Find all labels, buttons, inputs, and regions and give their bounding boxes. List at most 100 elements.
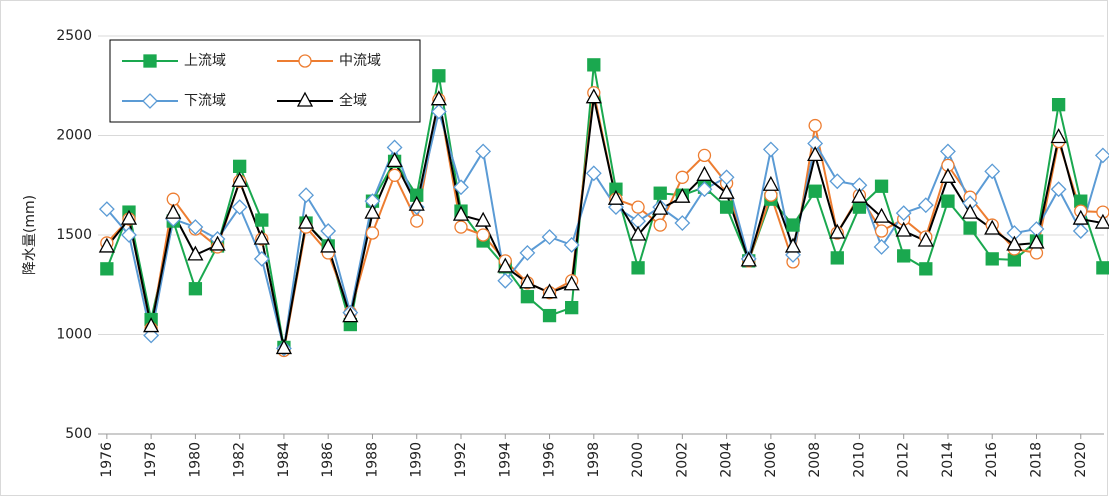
marker (453, 179, 469, 196)
marker (874, 179, 889, 193)
marker (231, 171, 248, 187)
y-tick-label: 500 (65, 426, 92, 442)
marker (1007, 253, 1022, 267)
y-axis-label: 降水量(mm) (22, 195, 38, 275)
x-tick-label: 1978 (143, 442, 159, 478)
marker (762, 141, 779, 158)
marker (941, 194, 955, 208)
marker (565, 300, 579, 315)
marker (985, 252, 999, 266)
marker (963, 221, 977, 235)
marker (541, 283, 558, 299)
x-tick-label: 2010 (851, 442, 867, 478)
marker (829, 223, 846, 239)
marker (1050, 181, 1067, 198)
marker (939, 167, 957, 183)
marker (675, 170, 689, 184)
marker (917, 197, 934, 214)
y-tick-label: 2500 (56, 28, 92, 44)
marker (1006, 235, 1023, 251)
x-tick-label: 2012 (896, 442, 912, 478)
series-line (106, 107, 1104, 349)
marker (762, 175, 779, 191)
y-tick-label: 1500 (56, 227, 92, 243)
marker (432, 69, 446, 83)
marker (895, 205, 912, 222)
marker (917, 231, 934, 247)
series-line (106, 97, 1104, 349)
marker (1029, 246, 1044, 260)
marker (830, 251, 844, 265)
marker (984, 163, 1001, 180)
x-tick-label: 1998 (586, 442, 602, 478)
x-tick-label: 2014 (940, 442, 956, 478)
marker (430, 103, 447, 120)
marker (829, 173, 846, 190)
marker (98, 237, 115, 253)
marker (410, 214, 424, 228)
x-tick-label: 1996 (542, 442, 558, 478)
marker (984, 219, 1001, 235)
marker (520, 290, 535, 304)
marker (585, 165, 602, 182)
legend-marker (296, 91, 314, 107)
marker (519, 273, 536, 289)
marker (166, 192, 180, 206)
marker (653, 186, 667, 200)
x-tick-label: 2020 (1073, 442, 1089, 478)
marker (497, 272, 514, 289)
marker (873, 207, 890, 223)
marker (808, 118, 822, 133)
marker (298, 187, 314, 204)
marker (631, 200, 645, 214)
marker (895, 221, 912, 237)
marker (1094, 147, 1109, 164)
marker (940, 143, 956, 160)
marker (143, 317, 160, 333)
marker (121, 227, 137, 243)
x-tick-label: 1990 (409, 442, 425, 478)
marker (476, 228, 490, 242)
marker (631, 261, 645, 275)
marker (255, 213, 269, 227)
x-tick-label: 2008 (807, 442, 823, 478)
legend-marker (143, 54, 157, 68)
marker (1051, 98, 1066, 112)
marker (408, 195, 425, 211)
marker (1028, 233, 1045, 249)
marker (697, 148, 712, 163)
x-tick-label: 1994 (497, 442, 513, 478)
marker (851, 187, 868, 203)
marker (807, 146, 824, 162)
marker (253, 250, 270, 267)
marker (808, 184, 822, 198)
series-line (105, 64, 1104, 348)
marker (233, 159, 247, 173)
x-tick-label: 1982 (232, 442, 248, 478)
marker (764, 188, 778, 202)
marker (897, 249, 911, 263)
marker (275, 339, 293, 355)
x-tick-label: 2004 (719, 442, 735, 478)
marker (919, 262, 933, 276)
marker (209, 235, 226, 251)
x-tick-label: 1986 (320, 442, 336, 478)
marker (100, 262, 114, 276)
x-tick-label: 1980 (187, 442, 203, 478)
x-tick-label: 2018 (1028, 442, 1044, 478)
marker (674, 187, 691, 203)
marker (874, 224, 889, 238)
marker (873, 239, 890, 255)
marker (475, 211, 492, 227)
marker (297, 213, 315, 229)
marker (231, 199, 248, 216)
marker (718, 183, 735, 199)
legend-marker (142, 93, 158, 109)
x-tick-label: 1988 (364, 442, 380, 478)
marker (187, 219, 204, 235)
marker (852, 200, 867, 214)
marker (585, 88, 602, 104)
marker (165, 203, 182, 219)
marker (674, 215, 691, 231)
